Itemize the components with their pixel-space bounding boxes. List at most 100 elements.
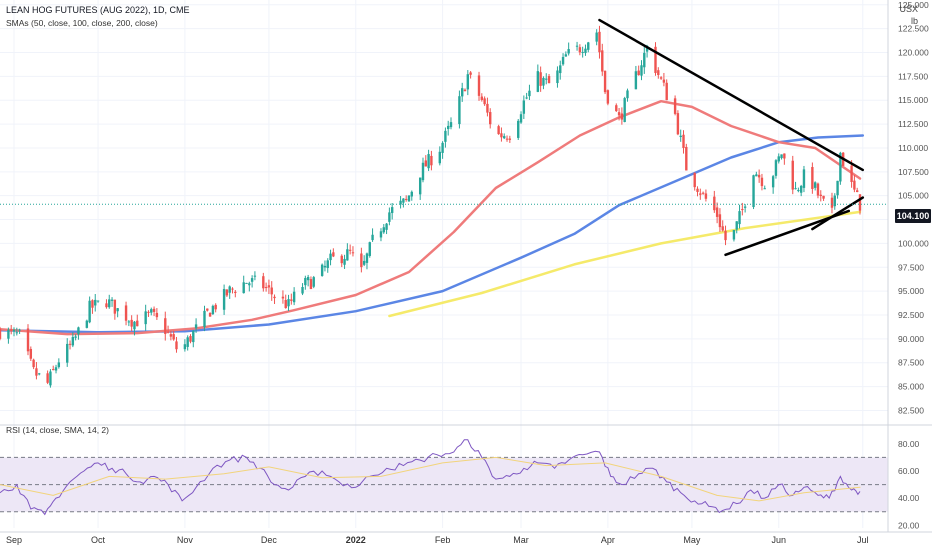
candle-body	[833, 195, 836, 207]
candle-body	[813, 182, 817, 188]
sma100-line	[0, 134, 865, 334]
y-tick-label: 85.000	[898, 382, 924, 392]
candle-body	[816, 183, 820, 196]
sma-legend: SMAs (50, close, 100, close, 200, close)	[6, 18, 158, 28]
x-tick-label: Oct	[91, 535, 106, 545]
sma200-line	[388, 210, 862, 318]
candle-body	[360, 253, 363, 268]
candle-body	[839, 152, 842, 182]
candle-body	[654, 46, 657, 73]
candle-body	[194, 324, 198, 329]
x-tick-label: 2022	[346, 535, 366, 545]
candle-body	[94, 299, 97, 306]
candle-body	[735, 221, 738, 230]
y-tick-label: 120.000	[898, 48, 929, 58]
candle-body	[54, 367, 58, 371]
candle-body	[477, 75, 481, 96]
candle-body	[365, 253, 369, 263]
candle-body	[693, 172, 696, 188]
candle-body	[273, 296, 276, 299]
candle-body	[528, 90, 531, 97]
candle-body	[542, 77, 545, 86]
candle-body	[724, 230, 727, 241]
candle-body	[752, 175, 755, 208]
candle-body	[228, 286, 231, 293]
trendline	[598, 18, 865, 172]
rsi-band-layer	[0, 456, 888, 513]
candle-body	[559, 65, 562, 74]
candle-body	[96, 300, 100, 302]
candle-body	[91, 300, 94, 308]
candle-body	[505, 138, 509, 140]
candle-body	[116, 308, 119, 312]
candle-body	[206, 308, 209, 311]
x-tick-label: Nov	[177, 535, 194, 545]
candle-body	[390, 207, 394, 214]
candle-body	[774, 160, 778, 176]
candle-body	[718, 214, 722, 228]
candle-body	[284, 299, 287, 309]
y-tick-label: 107.500	[898, 167, 929, 177]
candle-body	[603, 70, 607, 93]
candle-body	[12, 329, 16, 332]
candle-body	[777, 156, 780, 162]
candle-body	[626, 90, 629, 99]
candle-body	[175, 341, 178, 350]
candle-body	[461, 88, 464, 97]
candle-body	[738, 211, 741, 225]
candle-body	[192, 330, 195, 343]
candle-body	[662, 79, 666, 83]
candle-body	[155, 312, 159, 318]
candle-body	[0, 328, 2, 339]
candle-body	[783, 153, 786, 159]
candle-body	[643, 52, 646, 68]
candle-body	[10, 329, 13, 331]
candle-body	[152, 308, 156, 312]
candle-body	[441, 142, 444, 153]
candle-body	[587, 42, 590, 50]
candle-body	[172, 334, 175, 340]
last-price-tag: 104.100	[895, 209, 931, 223]
candle-body	[214, 304, 217, 310]
candle-body	[287, 299, 290, 307]
y-tick-label: 95.000	[898, 286, 924, 296]
candle-body	[696, 188, 699, 192]
candle-body	[743, 206, 747, 208]
chart-title: LEAN HOG FUTURES (AUG 2022), 1D, CME	[6, 5, 190, 15]
candle-body	[164, 318, 167, 334]
candle-body	[791, 160, 794, 190]
candle-body	[665, 82, 668, 101]
candle-body	[407, 195, 411, 202]
candle-body	[29, 348, 33, 359]
candle-body	[292, 291, 296, 303]
candle-body	[682, 134, 685, 148]
candle-body	[105, 303, 108, 308]
candle-body	[399, 200, 402, 205]
candle-body	[713, 196, 716, 211]
rsi-tick-label: 40.00	[898, 493, 920, 503]
candle-body	[290, 299, 293, 301]
candle-body	[348, 249, 352, 251]
y-tick-label: 110.000	[898, 143, 928, 153]
candle-body	[685, 146, 688, 171]
candle-body	[575, 45, 579, 47]
candle-body	[74, 336, 77, 338]
candle-body	[760, 177, 764, 187]
y-tick-label: 115.000	[898, 95, 928, 105]
candle-body	[242, 282, 245, 294]
x-tick-label: Jun	[771, 535, 786, 545]
x-tick-label: Jul	[857, 535, 869, 545]
candle-body	[388, 212, 391, 222]
candle-body	[234, 291, 237, 293]
candle-body	[253, 275, 257, 277]
x-tick-label: May	[683, 535, 701, 545]
candle-body	[136, 320, 139, 327]
candle-body	[147, 311, 150, 313]
grid-lines	[0, 0, 888, 528]
candle-body	[85, 320, 89, 328]
candle-body	[715, 207, 719, 217]
candle-body	[7, 329, 10, 339]
candle-body	[483, 98, 486, 105]
